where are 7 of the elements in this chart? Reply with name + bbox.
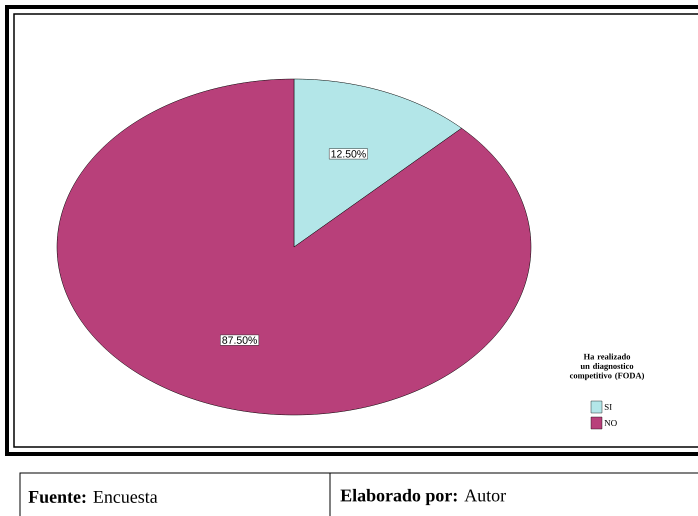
text: Elaborado por: Autor — [340, 488, 506, 506]
legend-label: NO — [604, 420, 617, 426]
data-label: 87.50% — [222, 336, 257, 344]
legend-label: SI — [604, 404, 612, 410]
data-label: 12.50% — [331, 150, 366, 158]
text: Fuente: Encuesta — [28, 490, 158, 503]
legend-title: Ha realizado un diagnostico competitivo (FODA) — [570, 354, 644, 380]
